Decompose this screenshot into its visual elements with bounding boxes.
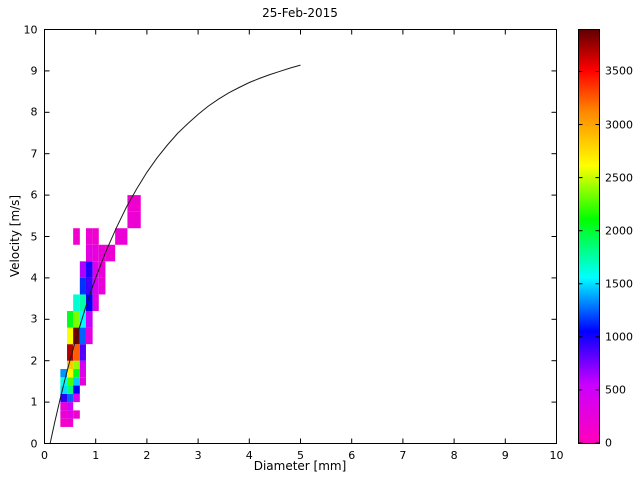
x-tick-label: 3 bbox=[194, 448, 202, 462]
heatmap-cell bbox=[67, 368, 74, 378]
y-tick-label: 5 bbox=[30, 230, 38, 243]
colorbar-tick-label: 2000 bbox=[605, 224, 633, 238]
heatmap-cell bbox=[127, 211, 141, 229]
heatmap-cell bbox=[98, 261, 106, 278]
heatmap-cell bbox=[60, 385, 68, 394]
x-tick-label: 7 bbox=[399, 448, 407, 462]
colorbar-tick-label: 500 bbox=[605, 383, 626, 397]
heatmap-cell bbox=[79, 261, 86, 278]
heatmap-cell bbox=[67, 344, 74, 361]
heatmap-cell bbox=[73, 410, 80, 419]
x-tick-label: 1 bbox=[92, 448, 100, 462]
heatmap-cell bbox=[92, 228, 99, 245]
heatmap-cell bbox=[73, 311, 80, 328]
colorbar-tick-label: 1500 bbox=[605, 277, 633, 291]
heatmap-cell bbox=[67, 385, 74, 394]
heatmap-cell bbox=[79, 344, 86, 361]
heatmap-cell bbox=[79, 377, 86, 386]
y-tick-label: 1 bbox=[30, 395, 38, 409]
heatmap-cell bbox=[60, 410, 68, 419]
y-tick-label: 10 bbox=[23, 23, 38, 36]
x-tick-label: 2 bbox=[143, 448, 151, 462]
colorbar-tick-label: 2500 bbox=[605, 171, 633, 185]
heatmap-cell bbox=[85, 311, 93, 328]
y-tick-label: 3 bbox=[30, 312, 38, 326]
heatmap-cell bbox=[79, 277, 86, 295]
x-tick-label: 9 bbox=[501, 448, 509, 462]
heatmap-cell bbox=[67, 311, 74, 328]
heatmap-cell bbox=[73, 344, 80, 361]
y-tick-label: 2 bbox=[30, 354, 38, 368]
heatmap-cell bbox=[85, 277, 93, 295]
x-tick-label: 5 bbox=[297, 448, 304, 462]
heatmap-cell bbox=[85, 261, 93, 278]
heatmap-cell bbox=[98, 277, 106, 295]
terminal-velocity-curve bbox=[49, 64, 301, 444]
colorbar bbox=[578, 29, 599, 443]
heatmap-cell bbox=[73, 385, 80, 394]
heatmap-cell bbox=[92, 294, 99, 312]
colorbar-tick-label: 3500 bbox=[605, 64, 633, 78]
heatmap-cell bbox=[73, 377, 80, 386]
heatmap-cell bbox=[73, 228, 80, 245]
heatmap-cell bbox=[67, 418, 74, 427]
colorbar-tick-label: 3000 bbox=[605, 118, 633, 132]
y-tick-label: 4 bbox=[30, 271, 38, 285]
y-tick-label: 8 bbox=[30, 105, 38, 119]
heatmap-cell bbox=[60, 402, 68, 411]
y-tick-label: 9 bbox=[30, 64, 38, 78]
x-tick-label: 4 bbox=[245, 448, 253, 462]
heatmap-cell bbox=[85, 244, 93, 262]
heatmap-cell bbox=[60, 418, 68, 427]
heatmap-cell bbox=[67, 327, 74, 345]
heatmap-cell bbox=[127, 195, 141, 212]
heatmap-cell bbox=[85, 294, 93, 312]
heatmap-cell bbox=[92, 277, 99, 295]
heatmap-cell bbox=[67, 360, 74, 369]
plot-title: 25-Feb-2015 bbox=[262, 6, 338, 20]
heatmap-cell bbox=[73, 360, 80, 369]
heatmap-cell bbox=[67, 393, 74, 403]
heatmap-cell bbox=[73, 393, 80, 403]
colorbar-border bbox=[578, 29, 600, 444]
x-tick-label: 0 bbox=[41, 448, 48, 462]
y-tick-label: 7 bbox=[30, 147, 38, 161]
heatmap-cell bbox=[67, 402, 74, 411]
x-tick-label: 6 bbox=[348, 448, 356, 462]
colorbar-tick-label: 0 bbox=[605, 436, 612, 450]
heatmap-cell bbox=[79, 360, 86, 369]
heatmap-cell bbox=[79, 327, 86, 345]
heatmap-cell bbox=[67, 410, 74, 419]
heatmap-cell bbox=[60, 377, 68, 386]
x-tick-label: 10 bbox=[549, 448, 564, 462]
heatmap-cell bbox=[73, 368, 80, 378]
heatmap-cell bbox=[92, 261, 99, 278]
colorbar-tick-label: 1000 bbox=[605, 330, 633, 344]
x-tick-label: 8 bbox=[450, 448, 458, 462]
heatmap-cell bbox=[115, 228, 128, 245]
heatmap-cell bbox=[60, 368, 68, 378]
heatmap-cell bbox=[85, 228, 93, 245]
heatmap-cell bbox=[73, 294, 80, 312]
heatmap-cell bbox=[79, 294, 86, 312]
heatmap-cell bbox=[79, 311, 86, 328]
heatmap-cell bbox=[60, 393, 68, 403]
y-tick-label: 0 bbox=[30, 437, 38, 450]
heatmap-cell bbox=[98, 244, 106, 262]
heatmap-cell bbox=[105, 244, 116, 262]
x-axis-label: Diameter [mm] bbox=[253, 459, 347, 473]
heatmap-cell bbox=[92, 244, 99, 262]
heatmap-cell bbox=[79, 368, 86, 378]
heatmap-cell bbox=[85, 327, 93, 345]
y-axis-label: Velocity [m/s] bbox=[8, 194, 22, 278]
heatmap-cell bbox=[67, 377, 74, 386]
y-tick-label: 6 bbox=[30, 188, 38, 202]
